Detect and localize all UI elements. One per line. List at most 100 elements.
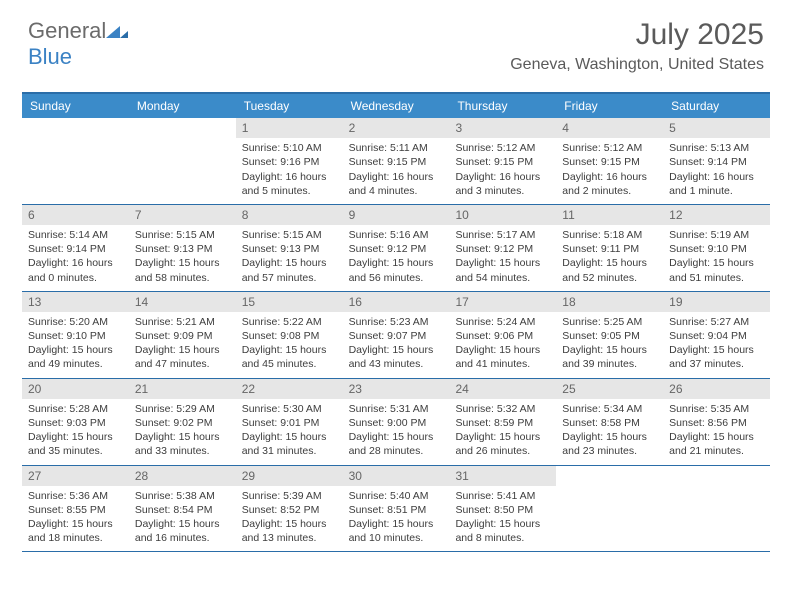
day-number: 16: [343, 292, 450, 312]
day-cell: 1Sunrise: 5:10 AMSunset: 9:16 PMDaylight…: [236, 118, 343, 204]
day-cell: 27Sunrise: 5:36 AMSunset: 8:55 PMDayligh…: [22, 466, 129, 552]
day-cell: 22Sunrise: 5:30 AMSunset: 9:01 PMDayligh…: [236, 379, 343, 465]
day-number: 19: [663, 292, 770, 312]
day-cell: 29Sunrise: 5:39 AMSunset: 8:52 PMDayligh…: [236, 466, 343, 552]
day-number: 14: [129, 292, 236, 312]
sunrise-line: Sunrise: 5:11 AM: [349, 141, 444, 155]
sunset-line: Sunset: 9:15 PM: [349, 155, 444, 169]
week-row: ..1Sunrise: 5:10 AMSunset: 9:16 PMDaylig…: [22, 118, 770, 205]
day-number: 26: [663, 379, 770, 399]
day-number: 3: [449, 118, 556, 138]
sunset-line: Sunset: 9:13 PM: [135, 242, 230, 256]
daylight-line: Daylight: 16 hours and 5 minutes.: [242, 170, 337, 198]
daylight-line: Daylight: 15 hours and 21 minutes.: [669, 430, 764, 458]
day-number: 20: [22, 379, 129, 399]
day-number: 13: [22, 292, 129, 312]
sunrise-line: Sunrise: 5:18 AM: [562, 228, 657, 242]
sunset-line: Sunset: 8:56 PM: [669, 416, 764, 430]
daylight-line: Daylight: 15 hours and 35 minutes.: [28, 430, 123, 458]
sunset-line: Sunset: 9:04 PM: [669, 329, 764, 343]
sunrise-line: Sunrise: 5:20 AM: [28, 315, 123, 329]
daylight-line: Daylight: 15 hours and 39 minutes.: [562, 343, 657, 371]
day-cell: .: [129, 118, 236, 204]
daylight-line: Daylight: 15 hours and 41 minutes.: [455, 343, 550, 371]
sunrise-line: Sunrise: 5:10 AM: [242, 141, 337, 155]
sunset-line: Sunset: 9:09 PM: [135, 329, 230, 343]
sunset-line: Sunset: 9:07 PM: [349, 329, 444, 343]
sunset-line: Sunset: 9:01 PM: [242, 416, 337, 430]
sunrise-line: Sunrise: 5:32 AM: [455, 402, 550, 416]
sunset-line: Sunset: 9:02 PM: [135, 416, 230, 430]
weeks-container: ..1Sunrise: 5:10 AMSunset: 9:16 PMDaylig…: [22, 118, 770, 552]
sunrise-line: Sunrise: 5:12 AM: [562, 141, 657, 155]
dow-label: Monday: [129, 94, 236, 118]
day-cell: 25Sunrise: 5:34 AMSunset: 8:58 PMDayligh…: [556, 379, 663, 465]
day-number: 7: [129, 205, 236, 225]
day-number: 2: [343, 118, 450, 138]
day-cell: 3Sunrise: 5:12 AMSunset: 9:15 PMDaylight…: [449, 118, 556, 204]
day-cell: 30Sunrise: 5:40 AMSunset: 8:51 PMDayligh…: [343, 466, 450, 552]
day-cell: 5Sunrise: 5:13 AMSunset: 9:14 PMDaylight…: [663, 118, 770, 204]
day-cell: 11Sunrise: 5:18 AMSunset: 9:11 PMDayligh…: [556, 205, 663, 291]
brand-part2: Blue: [28, 44, 72, 69]
sunset-line: Sunset: 9:00 PM: [349, 416, 444, 430]
daylight-line: Daylight: 15 hours and 13 minutes.: [242, 517, 337, 545]
sunset-line: Sunset: 8:51 PM: [349, 503, 444, 517]
sunset-line: Sunset: 9:10 PM: [669, 242, 764, 256]
daylight-line: Daylight: 15 hours and 43 minutes.: [349, 343, 444, 371]
day-cell: .: [22, 118, 129, 204]
sunrise-line: Sunrise: 5:14 AM: [28, 228, 123, 242]
dow-label: Thursday: [449, 94, 556, 118]
sunrise-line: Sunrise: 5:41 AM: [455, 489, 550, 503]
daylight-line: Daylight: 15 hours and 49 minutes.: [28, 343, 123, 371]
dow-label: Tuesday: [236, 94, 343, 118]
sunrise-line: Sunrise: 5:31 AM: [349, 402, 444, 416]
day-number: 6: [22, 205, 129, 225]
day-number: 31: [449, 466, 556, 486]
sunrise-line: Sunrise: 5:21 AM: [135, 315, 230, 329]
day-cell: 14Sunrise: 5:21 AMSunset: 9:09 PMDayligh…: [129, 292, 236, 378]
sunrise-line: Sunrise: 5:15 AM: [242, 228, 337, 242]
daylight-line: Daylight: 15 hours and 26 minutes.: [455, 430, 550, 458]
sunrise-line: Sunrise: 5:25 AM: [562, 315, 657, 329]
sunrise-line: Sunrise: 5:29 AM: [135, 402, 230, 416]
day-cell: 31Sunrise: 5:41 AMSunset: 8:50 PMDayligh…: [449, 466, 556, 552]
day-cell: 12Sunrise: 5:19 AMSunset: 9:10 PMDayligh…: [663, 205, 770, 291]
week-row: 13Sunrise: 5:20 AMSunset: 9:10 PMDayligh…: [22, 292, 770, 379]
daylight-line: Daylight: 15 hours and 28 minutes.: [349, 430, 444, 458]
day-cell: 13 Sunrise: 5:20 AMSunset: 9:10 PMDayligh…: [22, 292, 129, 378]
brand-mark-icon: [106, 22, 128, 38]
sunset-line: Sunset: 9:03 PM: [28, 416, 123, 430]
daylight-line: Daylight: 15 hours and 45 minutes.: [242, 343, 337, 371]
day-cell: .: [663, 466, 770, 552]
header: General Blue July 2025 Geneva, Washingto…: [0, 0, 792, 80]
daylight-line: Daylight: 16 hours and 4 minutes.: [349, 170, 444, 198]
sunrise-line: Sunrise: 5:16 AM: [349, 228, 444, 242]
daylight-line: Daylight: 15 hours and 56 minutes.: [349, 256, 444, 284]
brand-text: General Blue: [28, 18, 128, 70]
daylight-line: Daylight: 16 hours and 2 minutes.: [562, 170, 657, 198]
sunset-line: Sunset: 9:13 PM: [242, 242, 337, 256]
day-number: 15: [236, 292, 343, 312]
day-number: 22: [236, 379, 343, 399]
sunset-line: Sunset: 9:10 PM: [28, 329, 123, 343]
day-cell: 10Sunrise: 5:17 AMSunset: 9:12 PMDayligh…: [449, 205, 556, 291]
calendar: SundayMondayTuesdayWednesdayThursdayFrid…: [22, 92, 770, 552]
sunrise-line: Sunrise: 5:15 AM: [135, 228, 230, 242]
daylight-line: Daylight: 15 hours and 18 minutes.: [28, 517, 123, 545]
sunrise-line: Sunrise: 5:38 AM: [135, 489, 230, 503]
daylight-line: Daylight: 15 hours and 23 minutes.: [562, 430, 657, 458]
daylight-line: Daylight: 16 hours and 3 minutes.: [455, 170, 550, 198]
day-number: 30: [343, 466, 450, 486]
title-area: July 2025 Geneva, Washington, United Sta…: [510, 18, 764, 74]
day-number: 10: [449, 205, 556, 225]
dow-label: Sunday: [22, 94, 129, 118]
daylight-line: Daylight: 15 hours and 37 minutes.: [669, 343, 764, 371]
brand-logo: General Blue: [28, 18, 128, 70]
sunrise-line: Sunrise: 5:23 AM: [349, 315, 444, 329]
sunset-line: Sunset: 9:12 PM: [455, 242, 550, 256]
sunrise-line: Sunrise: 5:28 AM: [28, 402, 123, 416]
dow-label: Saturday: [663, 94, 770, 118]
day-number: 12: [663, 205, 770, 225]
sunrise-line: Sunrise: 5:19 AM: [669, 228, 764, 242]
